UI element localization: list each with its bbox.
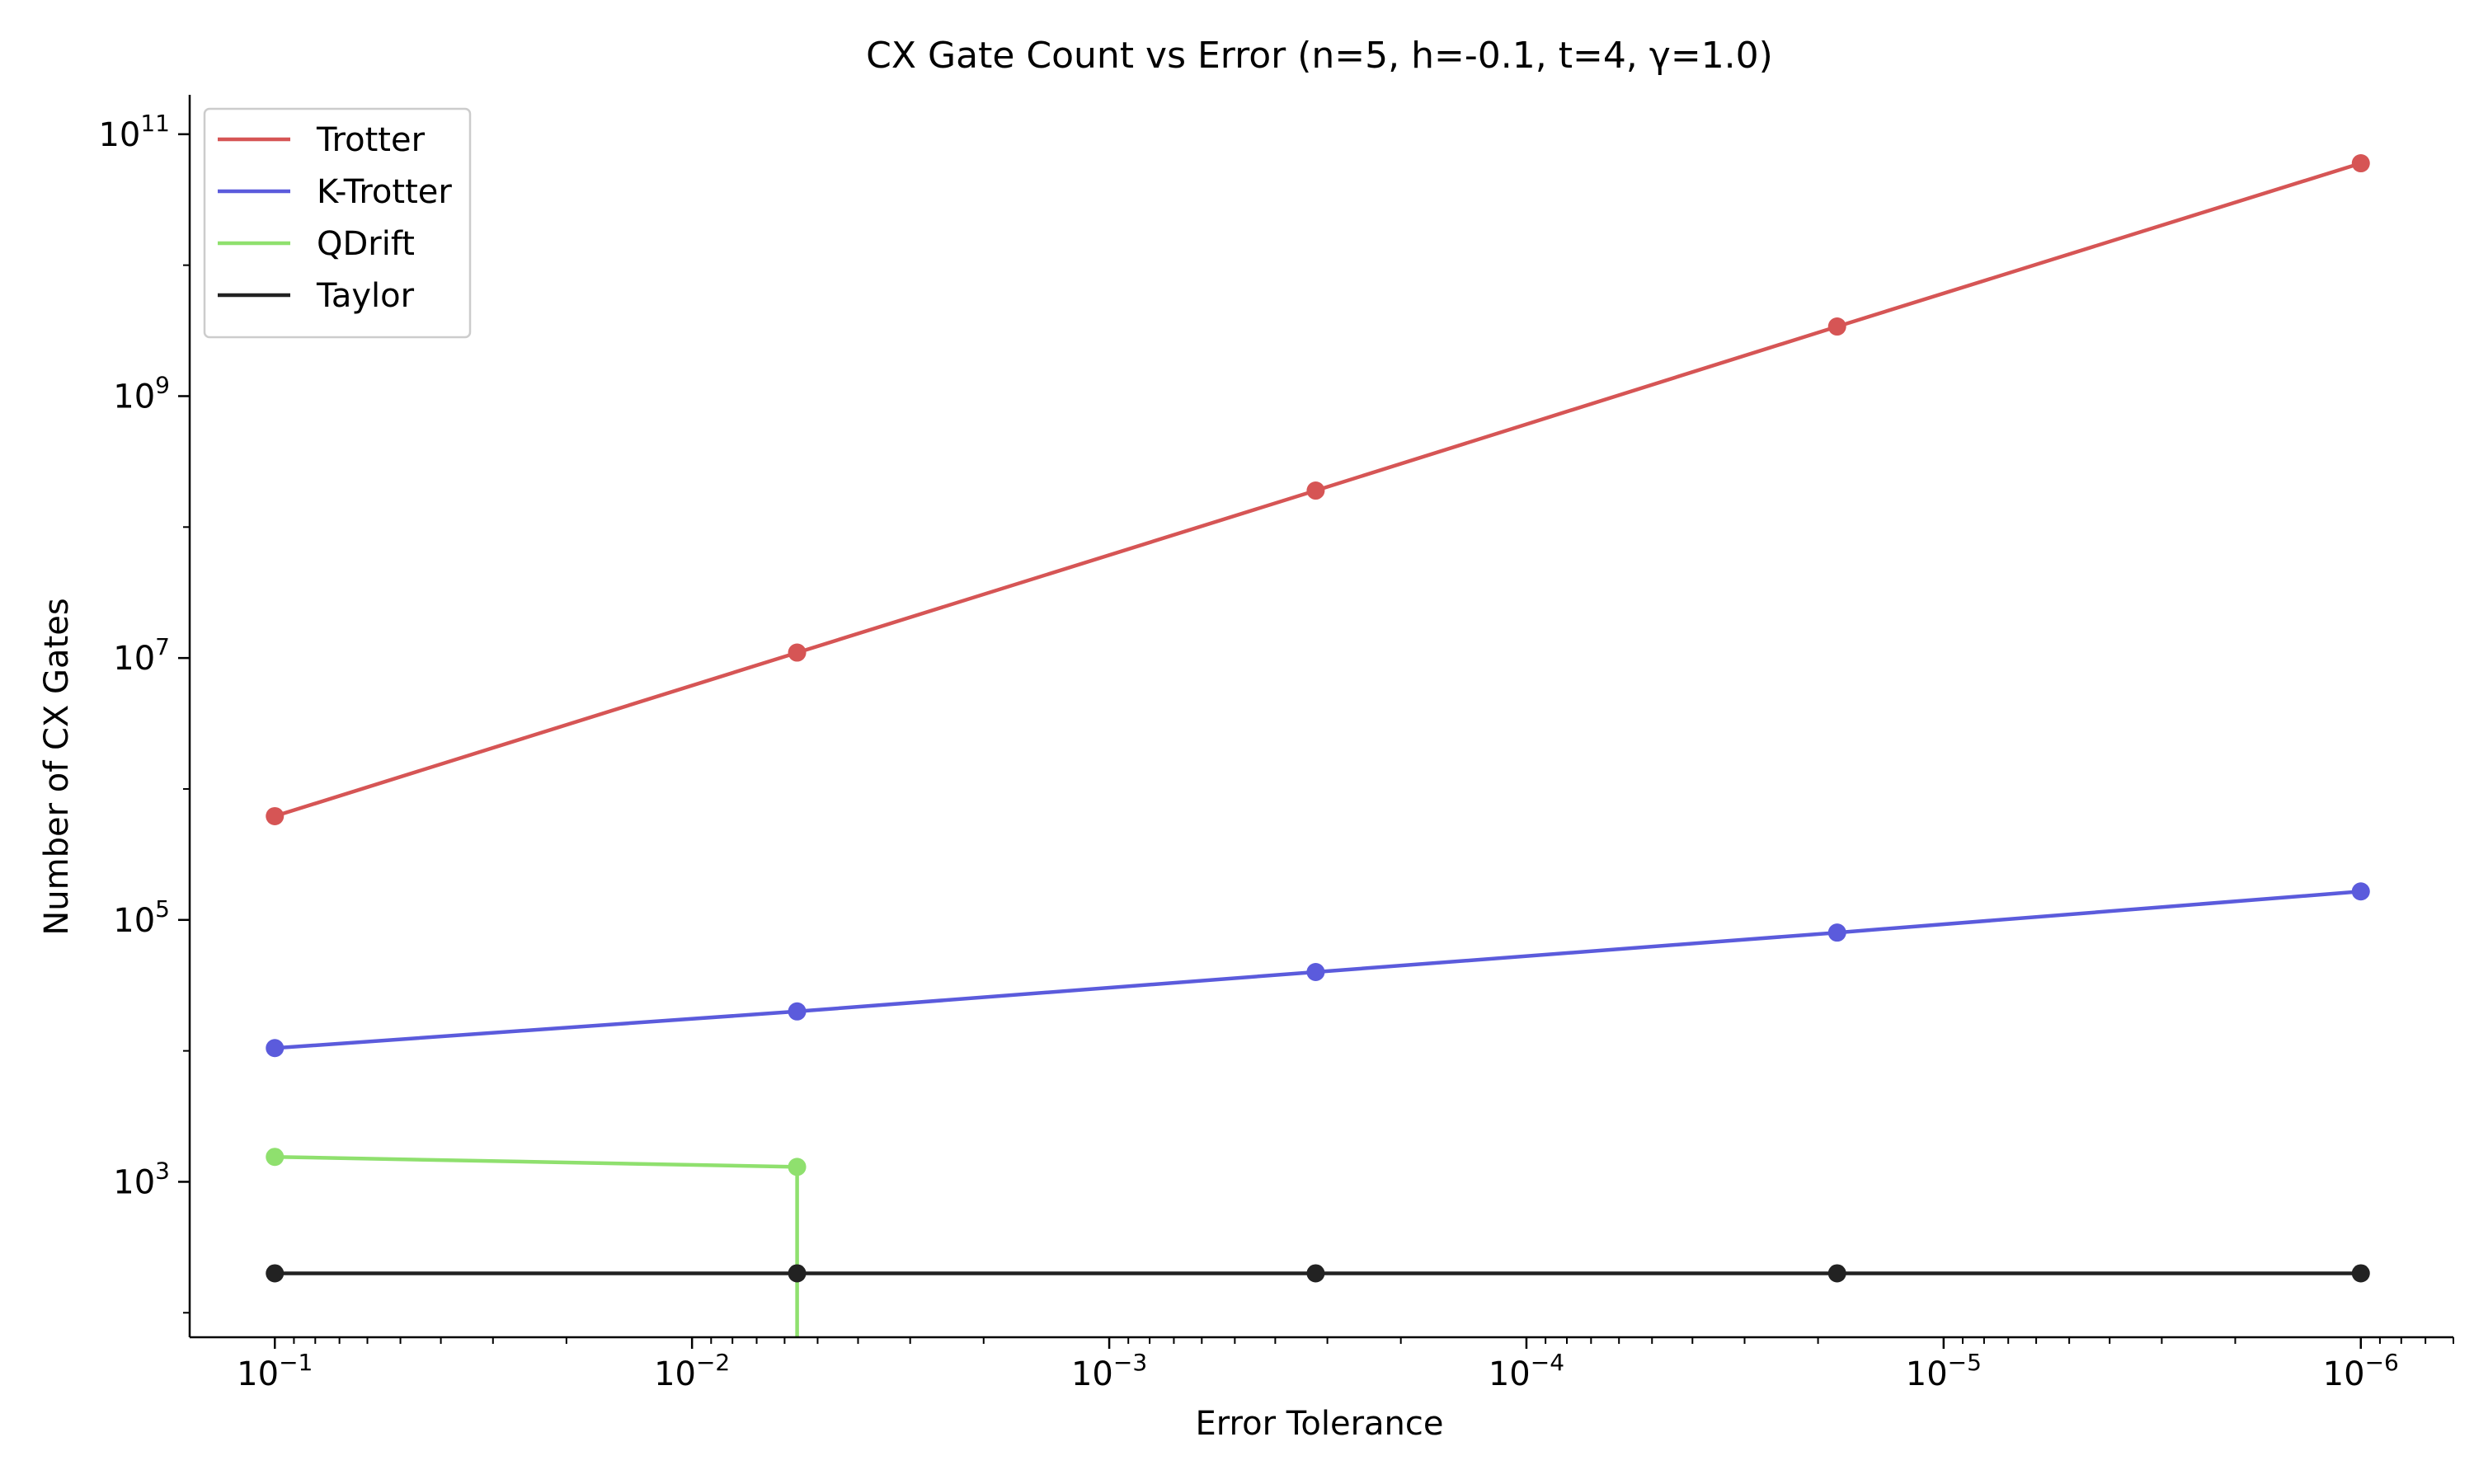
- series-trotter: [266, 154, 2370, 825]
- data-point-k-trotter: [1306, 962, 1325, 981]
- data-point-trotter: [2351, 154, 2370, 173]
- series-k-trotter: [266, 882, 2370, 1058]
- series-line-qdrift: [275, 1154, 799, 1337]
- x-tick-label: 10−6: [2323, 1349, 2399, 1393]
- series-qdrift: [266, 1148, 807, 1337]
- axes: 10−1 10−2 10−3 10−4 10−5 10−6 103 105 107 109 1011: [98, 95, 2454, 1393]
- data-point-taylor: [1827, 1264, 1846, 1283]
- x-axis-label: Error Tolerance: [1196, 1405, 1444, 1443]
- y-tick-label: 1011: [98, 110, 170, 154]
- data-point-qdrift: [266, 1148, 285, 1167]
- legend-label-qdrift: QDrift: [317, 225, 415, 263]
- data-point-taylor: [266, 1264, 285, 1283]
- data-point-k-trotter: [2351, 882, 2370, 901]
- series-taylor: [266, 1264, 2370, 1283]
- data-point-k-trotter: [788, 1002, 807, 1021]
- chart-title: CX Gate Count vs Error (n=5, h=-0.1, t=4…: [866, 35, 1773, 77]
- data-point-trotter: [1827, 317, 1846, 336]
- y-tick-label: 107: [113, 633, 170, 678]
- legend-label-taylor: Taylor: [316, 277, 415, 315]
- data-point-qdrift: [788, 1158, 807, 1176]
- x-tick-label: 10−3: [1071, 1349, 1147, 1393]
- plot-area: [266, 154, 2370, 1337]
- y-axis-label: Number of CX Gates: [38, 598, 76, 935]
- y-tick-label: 105: [113, 895, 170, 940]
- x-tick-label: 10−2: [654, 1349, 730, 1393]
- data-point-trotter: [266, 806, 285, 825]
- x-tick-label: 10−5: [1906, 1349, 1982, 1393]
- x-tick-label: 10−1: [237, 1349, 313, 1393]
- legend-box: [203, 107, 472, 339]
- legend-label-trotter: Trotter: [316, 121, 426, 159]
- data-point-taylor: [1306, 1264, 1325, 1283]
- data-point-trotter: [788, 643, 807, 662]
- data-point-trotter: [1306, 481, 1325, 500]
- data-point-taylor: [2351, 1264, 2370, 1283]
- data-point-taylor: [788, 1264, 807, 1283]
- data-point-k-trotter: [266, 1039, 285, 1058]
- legend-label-k-trotter: K-Trotter: [317, 173, 452, 211]
- y-tick-label: 103: [113, 1157, 170, 1201]
- legend: Trotter K-Trotter QDrift Taylor: [203, 107, 472, 339]
- y-tick-label: 109: [113, 371, 170, 416]
- data-point-k-trotter: [1827, 923, 1846, 942]
- x-tick-label: 10−4: [1489, 1349, 1564, 1393]
